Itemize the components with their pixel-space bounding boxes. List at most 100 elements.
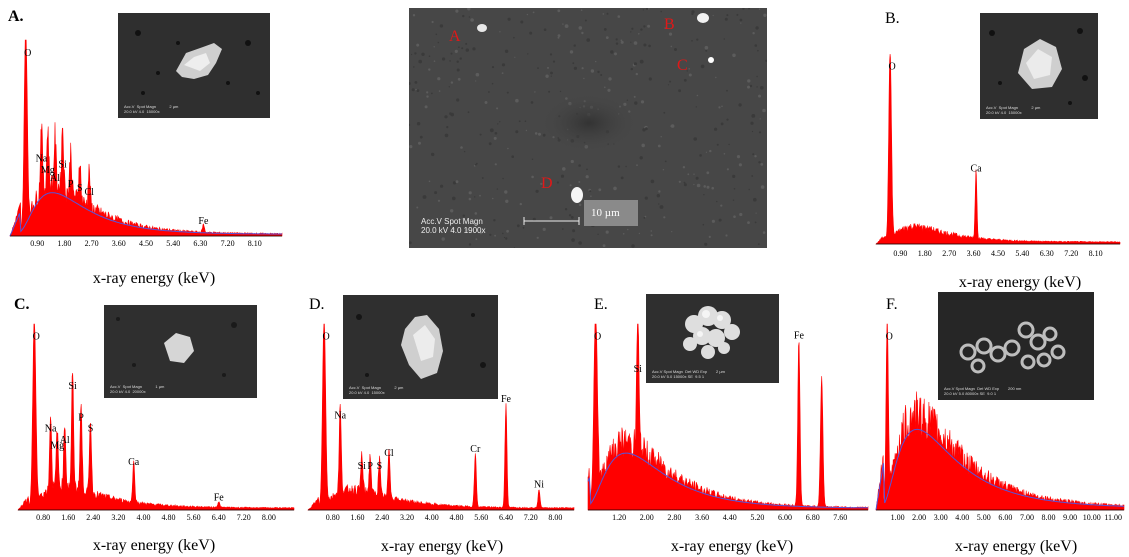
spectrum-chart-c: 0.80 1.60 2.40 3.20 4.00 4.80 5.60 6.40 7.20 8.00… — [17, 323, 295, 522]
x-tick-label: 1.20 — [612, 513, 626, 522]
x-tick-label: 2.00 — [912, 513, 926, 522]
sem-caption-line2: 20.0 kV 4.0 1900x — [421, 226, 486, 235]
sem-label-b: B — [664, 16, 675, 33]
panel-label-c: C. — [14, 296, 30, 313]
xlabel-e: x-ray energy (keV) — [670, 538, 794, 555]
background-fit-line — [875, 428, 1125, 511]
spectrum-area — [9, 39, 283, 237]
xlabel-d: x-ray energy (keV) — [380, 538, 504, 555]
x-tick-label: 4.80 — [450, 513, 464, 522]
sem-label-c: C — [677, 57, 688, 74]
x-tick-label: 8.00 — [1042, 513, 1056, 522]
x-tick-label: 2.40 — [375, 513, 389, 522]
spectrum-area — [17, 323, 295, 511]
x-tick-label: 0.90 — [30, 239, 44, 248]
peak-label-o: O — [33, 332, 40, 343]
xlabel-a: x-ray energy (keV) — [92, 270, 216, 287]
sem-overview-image: A B C D Acc.V Spot Magn 20.0 kV 4.0 1900… — [409, 8, 767, 248]
x-tick-label: 1.60 — [61, 513, 75, 522]
x-tick-label: 2.80 — [667, 513, 681, 522]
x-tick-label: 6.00 — [778, 513, 792, 522]
x-tick-label: 4.00 — [137, 513, 151, 522]
peak-label-fe: Fe — [794, 331, 805, 342]
x-tick-label: 7.20 — [524, 513, 538, 522]
x-tick-label: 2.70 — [942, 249, 956, 258]
x-tick-label: 2.40 — [86, 513, 100, 522]
peak-label-cr: Cr — [470, 444, 481, 455]
particle-c — [708, 57, 714, 63]
peak-label-mg: Mg — [50, 440, 64, 451]
x-tick-label: 3.20 — [400, 513, 414, 522]
spectrum-area — [587, 323, 869, 511]
sem-scale-label: 10 µm — [591, 207, 620, 219]
x-tick-label: 8.00 — [548, 513, 562, 522]
x-tick-label: 1.60 — [351, 513, 365, 522]
sem-label-d: D — [541, 175, 553, 192]
x-tick-label: 5.40 — [1015, 249, 1029, 258]
x-tick-label: 5.00 — [977, 513, 991, 522]
sem-caption: Acc.V Spot Magn 20.0 kV 4.0 1900x — [421, 217, 486, 235]
peak-label-o: O — [594, 332, 601, 343]
inset-micrograph-a: Acc.V Spot Magn 2 µm 20.0 kV 4.0 15000x — [118, 13, 270, 118]
peak-label-o: O — [322, 332, 329, 343]
x-tick-label: 2.70 — [85, 239, 99, 248]
inset-caption-c: Acc.V Spot Magn 1 µm 20.0 kV 4.0 20000x — [110, 384, 165, 394]
x-tick-label: 0.80 — [326, 513, 340, 522]
x-tick-label: 9.00 — [1063, 513, 1077, 522]
x-tick-label: 4.00 — [425, 513, 439, 522]
peak-label-fe: Fe — [214, 492, 225, 503]
x-tick-label: 7.20 — [221, 239, 235, 248]
x-tick-label: 8.00 — [262, 513, 276, 522]
spectrum-chart-b: 0.90 1.80 2.70 3.60 4.50 5.40 6.30 7.20 8.10 O Ca — [875, 53, 1121, 258]
panel-label-a: A. — [8, 8, 24, 25]
peak-label-p: P — [68, 179, 74, 190]
peak-label-si: Si — [358, 461, 367, 472]
xlabel-f: x-ray energy (keV) — [954, 538, 1078, 555]
spectrum-chart-e: 1.20 2.00 2.80 3.60 4.40 5.20 6.00 6.80 7.60 O Si F… — [587, 323, 869, 522]
inset-caption-e: Acc.V Spot Magn Det WD Exp 2 µm 20.0 kV … — [652, 369, 725, 379]
x-tick-label: 6.40 — [499, 513, 513, 522]
peak-label-al: Al — [60, 435, 70, 446]
peak-label-o: O — [888, 62, 895, 73]
x-tick-label: 3.20 — [111, 513, 125, 522]
inset-micrograph-e: Acc.V Spot Magn Det WD Exp 2 µm 20.0 kV … — [646, 294, 779, 383]
x-tick-label: 1.80 — [57, 239, 71, 248]
peak-label-na: Na — [45, 424, 57, 435]
peak-label-na: Na — [334, 411, 346, 422]
inset-caption-d: Acc.V Spot Magn 2 µm 20.0 kV 4.0 15000x — [349, 385, 404, 395]
x-tick-label: 7.00 — [1020, 513, 1034, 522]
x-tick-label: 0.90 — [893, 249, 907, 258]
sem-label-a: A — [449, 28, 461, 45]
panel-label-f: F. — [886, 296, 898, 313]
spectrum-area — [307, 323, 575, 511]
x-tick-label: 7.20 — [237, 513, 251, 522]
inset-caption-b: Acc.V Spot Magn 2 µm 20.0 kV 4.0 15000x — [986, 105, 1041, 115]
x-tick-label: 3.60 — [967, 249, 981, 258]
x-tick-label: 1.00 — [891, 513, 905, 522]
x-tick-label: 0.80 — [36, 513, 50, 522]
xlabel-c: x-ray energy (keV) — [92, 537, 216, 554]
x-tick-label: 3.60 — [695, 513, 709, 522]
x-tick-label: 6.30 — [193, 239, 207, 248]
x-tick-label: 3.00 — [934, 513, 948, 522]
panel-label-b: B. — [885, 10, 900, 27]
xlabel-b: x-ray energy (keV) — [958, 274, 1082, 291]
peak-label-ni: Ni — [534, 479, 544, 490]
x-tick-label: 8.10 — [1089, 249, 1103, 258]
peak-label-ca: Ca — [128, 457, 140, 468]
peak-label-al: Al — [50, 173, 60, 184]
inset-micrograph-c: Acc.V Spot Magn 1 µm 20.0 kV 4.0 20000x — [104, 305, 257, 398]
x-tick-label: 5.20 — [750, 513, 764, 522]
x-tick-label: 5.40 — [166, 239, 180, 248]
x-tick-label: 7.60 — [833, 513, 847, 522]
x-tick-label: 4.80 — [162, 513, 176, 522]
inset-caption-a: Acc.V Spot Magn 2 µm 20.0 kV 4.0 15000x — [124, 104, 179, 114]
peak-label-cl: Cl — [384, 448, 394, 459]
x-tick-label: 5.60 — [474, 513, 488, 522]
x-tick-label: 7.20 — [1064, 249, 1078, 258]
peak-label-si: Si — [634, 364, 643, 375]
spectrum-chart-f: 1.00 2.00 3.00 4.00 5.00 6.00 7.00 8.00 9.00 10.0… — [875, 323, 1125, 522]
scale-bar-box — [584, 200, 638, 226]
inset-micrograph-d: Acc.V Spot Magn 2 µm 20.0 kV 4.0 15000x — [343, 295, 498, 399]
peak-label-mg: Mg — [41, 165, 55, 176]
